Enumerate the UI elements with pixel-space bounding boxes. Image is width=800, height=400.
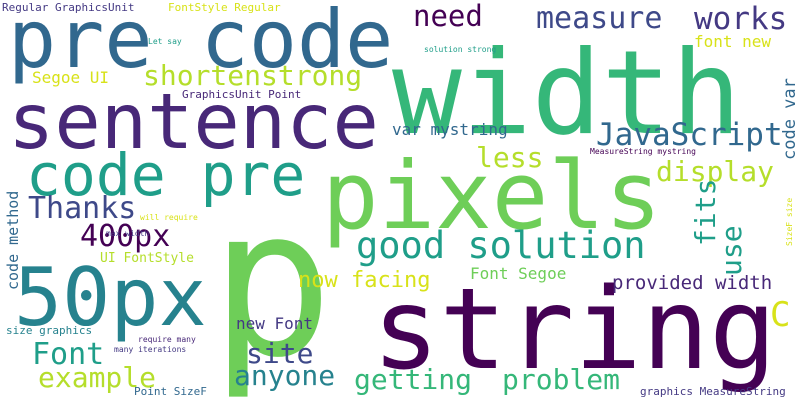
word-example: example — [38, 361, 157, 394]
word-new-font: new Font — [236, 314, 314, 333]
word-c: C — [770, 295, 791, 335]
word-point-sizef: Point SizeF — [134, 385, 207, 398]
word-require-many: require many — [138, 335, 196, 344]
word-400px: 400px — [80, 219, 171, 254]
word-good-solution: good solution — [356, 224, 646, 267]
word-many-iterations: many iterations — [114, 345, 187, 354]
word-fontstyle-regular: FontStyle Regular — [168, 1, 281, 14]
word-font: Font — [32, 337, 105, 372]
word-thanks: Thanks — [28, 191, 137, 226]
word-graphicsunit-point: GraphicsUnit Point — [182, 88, 302, 101]
word-p: p — [210, 165, 334, 400]
word-measure: measure — [536, 1, 663, 36]
word-font-segoe: Font Segoe — [470, 264, 567, 283]
word-use: use — [715, 225, 748, 276]
word-provided-width: provided width — [612, 272, 773, 294]
word-works: works — [694, 1, 788, 37]
word-code-pre: code pre — [26, 141, 306, 209]
word-var-mystring: var mystring — [392, 120, 508, 139]
word-ui-fontstyle: UI FontStyle — [100, 251, 194, 266]
word-less: less — [476, 141, 544, 174]
word-code-var: code var — [780, 78, 800, 160]
word-code-method: code method — [4, 190, 22, 290]
word-measurestring-mystring: MeasureString mystring — [590, 147, 696, 156]
word-pixels: pixels — [322, 142, 662, 251]
word-string: string — [372, 265, 777, 395]
word-anyone: anyone — [234, 359, 336, 392]
word-font-new: font new — [694, 32, 772, 51]
word-width: width — [392, 26, 742, 161]
word-getting: getting — [354, 363, 473, 396]
word-shortenstrong: shortenstrong — [143, 59, 363, 92]
word-max-width: max width — [106, 229, 150, 238]
word-solution-strong: solution strong — [424, 45, 497, 54]
word-size-graphics: size graphics — [6, 324, 93, 337]
word-sizef-size: SizeF size — [785, 197, 794, 246]
word-50px: 50px — [14, 251, 207, 344]
word-segoe-ui: Segoe UI — [32, 68, 110, 87]
word-now-facing: now facing — [298, 268, 431, 293]
word-let-say: Let say — [148, 37, 182, 46]
word-site: site — [246, 337, 314, 370]
word-will-require: will require — [140, 213, 198, 222]
word-javascript: JavaScript — [596, 117, 783, 153]
word-problem: problem — [502, 363, 621, 396]
word-sentence: sentence — [8, 78, 379, 167]
word-pre-code: pre code — [8, 0, 394, 86]
word-need: need — [413, 0, 483, 33]
word-graphics-measurestring: graphics MeasureString — [640, 385, 786, 398]
word-regular-graphicsunit: Regular GraphicsUnit — [2, 1, 135, 14]
word-display: display — [656, 155, 775, 188]
